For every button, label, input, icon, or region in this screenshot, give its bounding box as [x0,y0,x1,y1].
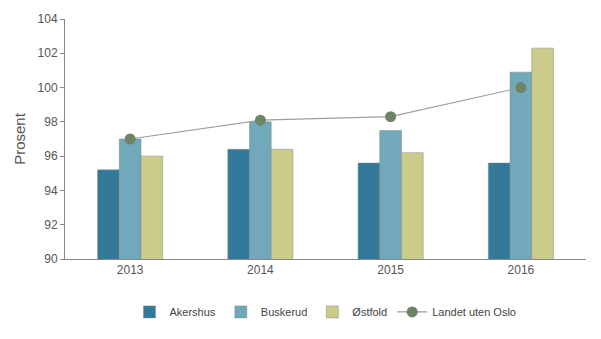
svg-text:2014: 2014 [247,263,274,277]
svg-text:Akershus: Akershus [170,306,216,318]
svg-text:2016: 2016 [508,263,535,277]
svg-text:94: 94 [44,184,58,198]
svg-text:102: 102 [38,46,58,60]
svg-text:104: 104 [38,12,58,26]
svg-text:90: 90 [44,252,58,266]
svg-text:Buskerud: Buskerud [261,306,307,318]
svg-text:2015: 2015 [377,263,404,277]
svg-text:2013: 2013 [117,263,144,277]
svg-text:Østfold: Østfold [352,306,387,318]
svg-text:Prosent: Prosent [11,112,28,165]
svg-text:92: 92 [44,218,58,232]
svg-text:98: 98 [44,115,58,129]
svg-text:Landet uten Oslo: Landet uten Oslo [432,306,516,318]
svg-text:96: 96 [44,149,58,163]
svg-text:100: 100 [38,81,58,95]
